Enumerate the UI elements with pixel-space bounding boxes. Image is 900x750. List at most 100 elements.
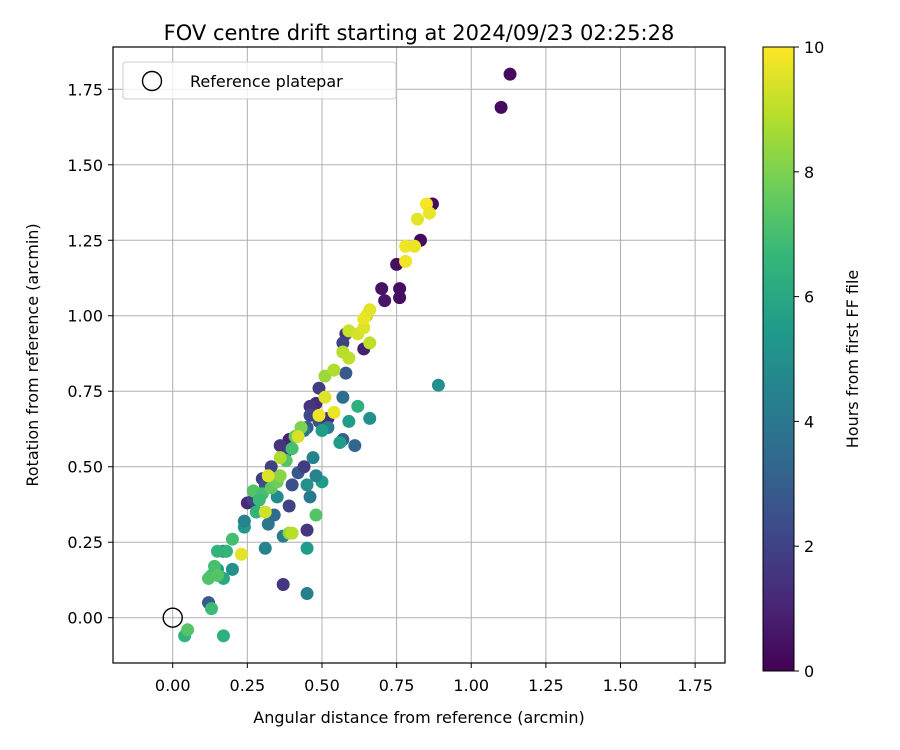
data-point bbox=[494, 100, 508, 114]
data-point bbox=[300, 541, 314, 555]
data-point bbox=[300, 523, 314, 537]
colorbar-tick-label: 10 bbox=[804, 38, 824, 57]
data-point bbox=[291, 430, 305, 444]
data-point bbox=[378, 294, 392, 308]
y-axis-ticks: 0.00 0.25 0.50 0.75 1.00 1.25 1.50 1.75 bbox=[67, 80, 113, 628]
data-point bbox=[408, 239, 422, 253]
data-point bbox=[249, 505, 263, 519]
colorbar-tick-label: 6 bbox=[804, 288, 814, 307]
y-tick-label: 1.50 bbox=[67, 156, 103, 175]
data-point bbox=[357, 312, 371, 326]
grid-lines bbox=[113, 47, 725, 663]
data-point bbox=[225, 532, 239, 546]
data-point bbox=[273, 451, 287, 465]
data-point bbox=[336, 390, 350, 404]
data-point bbox=[342, 351, 356, 365]
colorbar-label: Hours from first FF file bbox=[843, 270, 862, 449]
data-point bbox=[411, 212, 425, 226]
data-point bbox=[351, 399, 365, 413]
data-point bbox=[300, 587, 314, 601]
data-point bbox=[210, 568, 224, 582]
y-tick-label: 1.25 bbox=[67, 231, 103, 250]
y-tick-label: 0.00 bbox=[67, 609, 103, 628]
y-tick-label: 0.50 bbox=[67, 458, 103, 477]
legend-box bbox=[122, 61, 397, 100]
data-point bbox=[252, 493, 266, 507]
colorbar-tick-label: 2 bbox=[804, 537, 814, 556]
data-point bbox=[306, 451, 320, 465]
legend: Reference platepar bbox=[122, 61, 397, 100]
data-point bbox=[393, 291, 407, 305]
y-tick-label: 1.75 bbox=[67, 80, 103, 99]
colorbar-ticks: 0 2 4 6 8 10 bbox=[794, 38, 824, 681]
x-axis-label: Angular distance from reference (arcmin) bbox=[253, 708, 584, 727]
data-point bbox=[336, 336, 350, 350]
data-point bbox=[422, 206, 436, 220]
plot-frame bbox=[112, 46, 726, 664]
legend-marker bbox=[141, 70, 163, 92]
data-point bbox=[318, 390, 332, 404]
data-point bbox=[327, 363, 341, 377]
y-tick-label: 0.25 bbox=[67, 533, 103, 552]
x-tick-label: 0.25 bbox=[230, 676, 266, 695]
reference-marker bbox=[162, 607, 183, 628]
data-point bbox=[282, 499, 296, 513]
data-point bbox=[225, 562, 239, 576]
data-point bbox=[342, 414, 356, 428]
data-point bbox=[273, 439, 287, 453]
colorbar-tick-label: 8 bbox=[804, 163, 814, 182]
data-point bbox=[503, 67, 517, 81]
x-tick-label: 0.00 bbox=[155, 676, 191, 695]
data-point bbox=[399, 254, 413, 268]
data-point bbox=[309, 469, 323, 483]
data-point bbox=[237, 514, 251, 528]
data-point bbox=[399, 239, 413, 253]
data-point bbox=[219, 544, 233, 558]
data-point bbox=[273, 469, 287, 483]
data-point bbox=[348, 439, 362, 453]
legend-label: Reference platepar bbox=[190, 72, 343, 91]
x-tick-label: 1.00 bbox=[453, 676, 489, 695]
data-point bbox=[297, 460, 311, 474]
colorbar-tick-label: 4 bbox=[804, 412, 814, 431]
data-point bbox=[333, 436, 347, 450]
data-point bbox=[285, 526, 299, 540]
data-point bbox=[300, 478, 314, 492]
colorbar-gradient bbox=[762, 46, 795, 672]
data-point bbox=[181, 623, 195, 637]
data-point bbox=[205, 602, 219, 616]
x-tick-label: 1.25 bbox=[528, 676, 564, 695]
data-point bbox=[216, 629, 230, 643]
data-points bbox=[178, 67, 517, 643]
data-point bbox=[339, 366, 353, 380]
x-axis-ticks: 0.00 0.25 0.50 0.75 1.00 1.25 1.50 1.75 bbox=[155, 663, 713, 695]
x-tick-label: 1.50 bbox=[603, 676, 639, 695]
colorbar: 0 2 4 6 8 10 Hours from first FF file bbox=[762, 38, 862, 681]
data-point bbox=[363, 336, 377, 350]
data-point bbox=[276, 577, 290, 591]
x-tick-label: 0.50 bbox=[304, 676, 340, 695]
data-point bbox=[315, 423, 329, 437]
chart-title: FOV centre drift starting at 2024/09/23 … bbox=[164, 21, 675, 45]
reference-point bbox=[162, 607, 183, 628]
data-point bbox=[431, 378, 445, 392]
data-point bbox=[285, 442, 299, 456]
y-tick-label: 0.75 bbox=[67, 382, 103, 401]
data-point bbox=[285, 478, 299, 492]
data-point bbox=[261, 469, 275, 483]
y-axis-label: Rotation from reference (arcmin) bbox=[23, 223, 42, 486]
data-point bbox=[303, 399, 317, 413]
data-point bbox=[357, 321, 371, 335]
data-point bbox=[375, 282, 389, 296]
data-point bbox=[327, 405, 341, 419]
data-point bbox=[258, 505, 272, 519]
colorbar-tick-label: 0 bbox=[804, 662, 814, 681]
y-tick-label: 1.00 bbox=[67, 307, 103, 326]
data-point bbox=[309, 508, 323, 522]
data-point bbox=[234, 547, 248, 561]
data-point bbox=[210, 544, 224, 558]
data-point bbox=[363, 411, 377, 425]
data-point bbox=[303, 490, 317, 504]
x-tick-label: 0.75 bbox=[379, 676, 415, 695]
